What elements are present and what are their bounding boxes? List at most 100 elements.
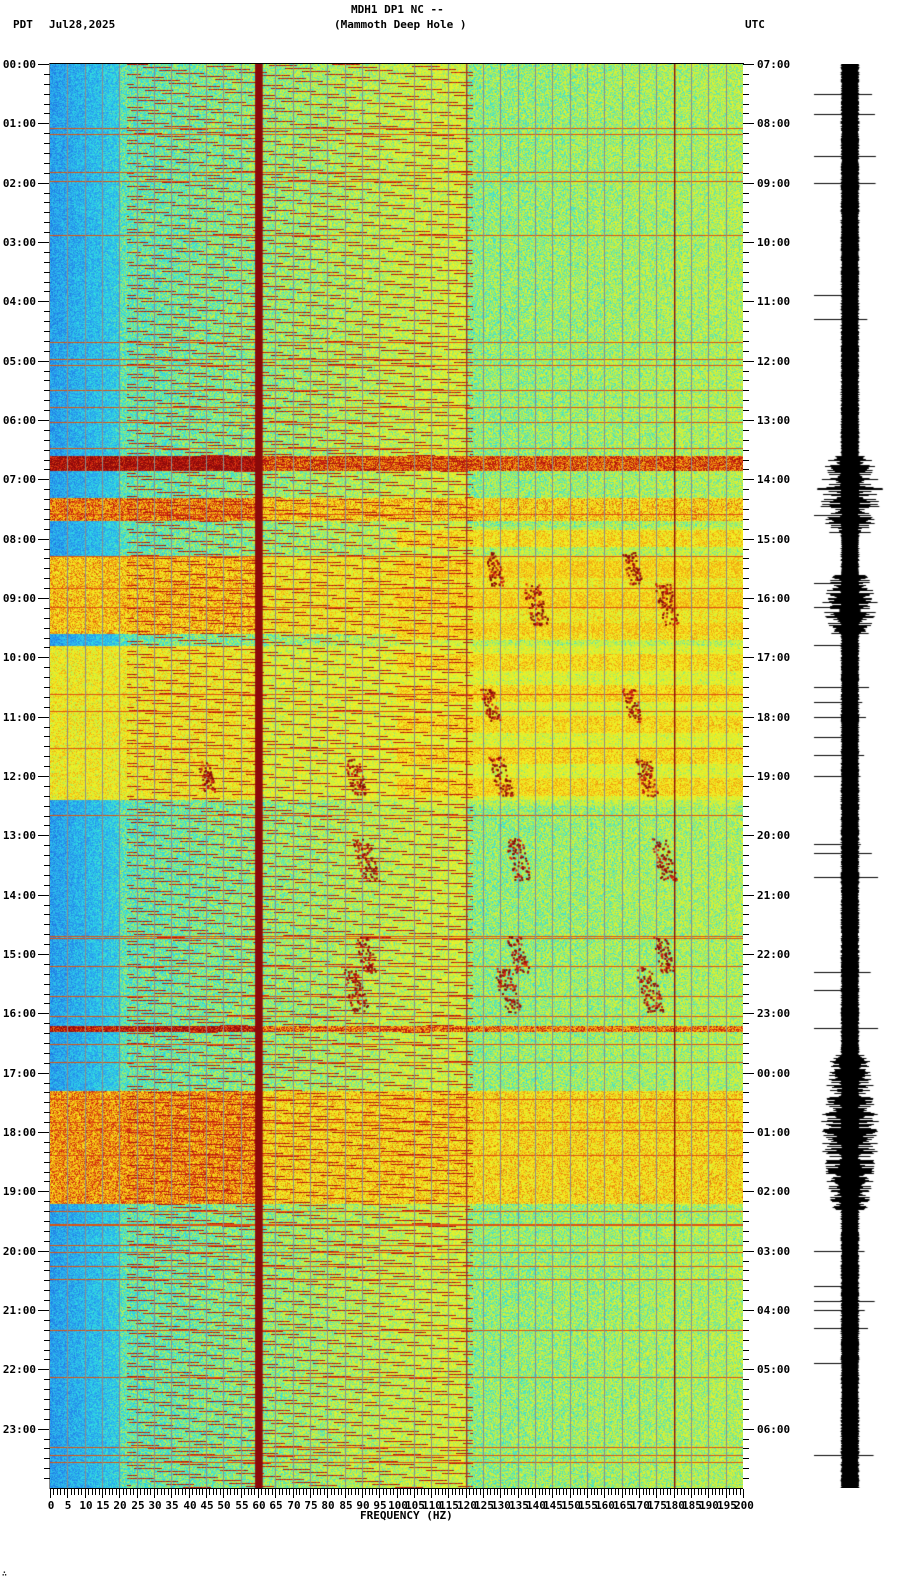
left-tick: [38, 657, 49, 658]
right-tick: [743, 1448, 749, 1449]
x-tick: [313, 1489, 314, 1495]
right-tick: [743, 717, 754, 718]
right-tick: [743, 173, 749, 174]
right-tick: [743, 1439, 749, 1440]
right-time-label: 19:00: [757, 770, 791, 783]
x-tick: [189, 1489, 190, 1498]
left-time-label: 13:00: [2, 829, 36, 842]
left-tick: [44, 914, 50, 915]
left-tick: [44, 1350, 50, 1351]
x-tick-label: 100: [388, 1499, 408, 1512]
left-tick: [44, 291, 50, 292]
left-tick: [44, 1300, 50, 1301]
left-tick: [44, 272, 50, 273]
right-tick: [743, 924, 749, 925]
right-tick: [743, 598, 754, 599]
right-tick: [743, 934, 749, 935]
right-tick: [743, 687, 749, 688]
right-tick: [743, 944, 749, 945]
right-tick: [743, 628, 749, 629]
right-tick: [743, 786, 749, 787]
x-tick-label: 185: [682, 1499, 702, 1512]
right-time-label: 08:00: [757, 117, 791, 130]
right-tick: [743, 489, 749, 490]
x-tick: [64, 1489, 65, 1495]
right-tick: [743, 1389, 749, 1390]
right-tick: [743, 1320, 749, 1321]
right-tick: [743, 558, 749, 559]
right-tick: [743, 529, 749, 530]
right-tick: [743, 133, 749, 134]
left-tick: [44, 638, 50, 639]
left-tick: [44, 519, 50, 520]
right-tick: [743, 331, 749, 332]
left-tick: [38, 539, 49, 540]
left-tick: [44, 371, 50, 372]
right-tick: [743, 450, 749, 451]
x-tick: [563, 1489, 564, 1495]
x-tick: [53, 1489, 54, 1495]
left-tick: [44, 677, 50, 678]
x-tick-label: 70: [287, 1499, 301, 1512]
right-tick: [743, 727, 749, 728]
left-tick: [44, 1033, 50, 1034]
x-tick: [213, 1489, 214, 1495]
x-tick: [50, 1489, 51, 1498]
left-tick: [44, 994, 50, 995]
left-tick: [44, 608, 50, 609]
right-tick: [743, 746, 749, 747]
right-tick: [743, 1122, 749, 1123]
x-tick: [431, 1489, 432, 1498]
left-tick: [38, 835, 49, 836]
left-tick: [44, 1458, 50, 1459]
x-tick-label: 180: [665, 1499, 685, 1512]
right-tick: [743, 1429, 754, 1430]
left-tick: [44, 1023, 50, 1024]
x-tick: [289, 1489, 290, 1495]
x-tick-label: 135: [509, 1499, 529, 1512]
left-tick: [44, 1142, 50, 1143]
left-time-label: 10:00: [2, 651, 36, 664]
left-tick: [38, 954, 49, 955]
left-tick: [38, 1429, 49, 1430]
left-time-label: 15:00: [2, 948, 36, 961]
right-tick: [743, 1330, 749, 1331]
right-tick: [743, 638, 749, 639]
x-tick: [639, 1489, 640, 1498]
left-tick: [44, 984, 50, 985]
x-tick: [182, 1489, 183, 1495]
right-time-label: 04:00: [757, 1304, 791, 1317]
left-tick: [44, 816, 50, 817]
x-tick: [428, 1489, 429, 1495]
x-tick: [487, 1489, 488, 1495]
left-tick: [38, 242, 49, 243]
right-tick: [743, 1270, 749, 1271]
x-tick: [701, 1489, 702, 1495]
left-tick: [44, 1468, 50, 1469]
left-tick: [44, 628, 50, 629]
x-tick: [206, 1489, 207, 1498]
x-tick-label: 115: [439, 1499, 459, 1512]
x-tick: [708, 1489, 709, 1498]
x-tick: [604, 1489, 605, 1498]
right-tick: [743, 202, 749, 203]
x-tick: [584, 1489, 585, 1495]
right-time-label: 00:00: [757, 1067, 791, 1080]
left-tick: [44, 865, 50, 866]
right-time-label: 17:00: [757, 651, 791, 664]
x-tick: [227, 1489, 228, 1495]
right-tick: [743, 1478, 749, 1479]
right-tick: [743, 1310, 754, 1311]
left-tick: [44, 163, 50, 164]
left-tick: [44, 113, 50, 114]
x-tick: [105, 1489, 106, 1495]
x-tick: [542, 1489, 543, 1495]
x-tick: [556, 1489, 557, 1495]
right-tick: [743, 1241, 749, 1242]
left-tick: [44, 1280, 50, 1281]
left-tick: [38, 1013, 49, 1014]
right-time-label: 23:00: [757, 1007, 791, 1020]
right-tick: [743, 1063, 749, 1064]
right-tick: [743, 1023, 749, 1024]
right-tick: [743, 321, 749, 322]
